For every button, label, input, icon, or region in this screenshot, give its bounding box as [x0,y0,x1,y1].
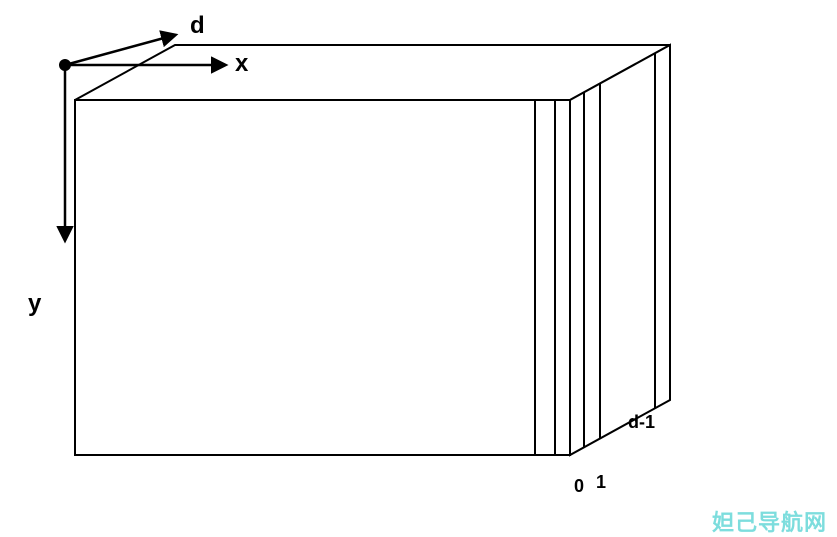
watermark-text: 妲己导航网 [712,505,827,537]
slice-label-d-1: d-1 [628,412,655,433]
diagram-canvas [0,0,837,537]
slice-label-1: 1 [596,472,606,493]
axis-d-label: d [190,12,205,40]
slice-label-0: 0 [574,476,584,497]
box-top-face [75,45,670,100]
box-front-face [75,100,570,455]
axis-y-label: y [28,290,41,318]
axis-x-label: x [235,50,248,78]
